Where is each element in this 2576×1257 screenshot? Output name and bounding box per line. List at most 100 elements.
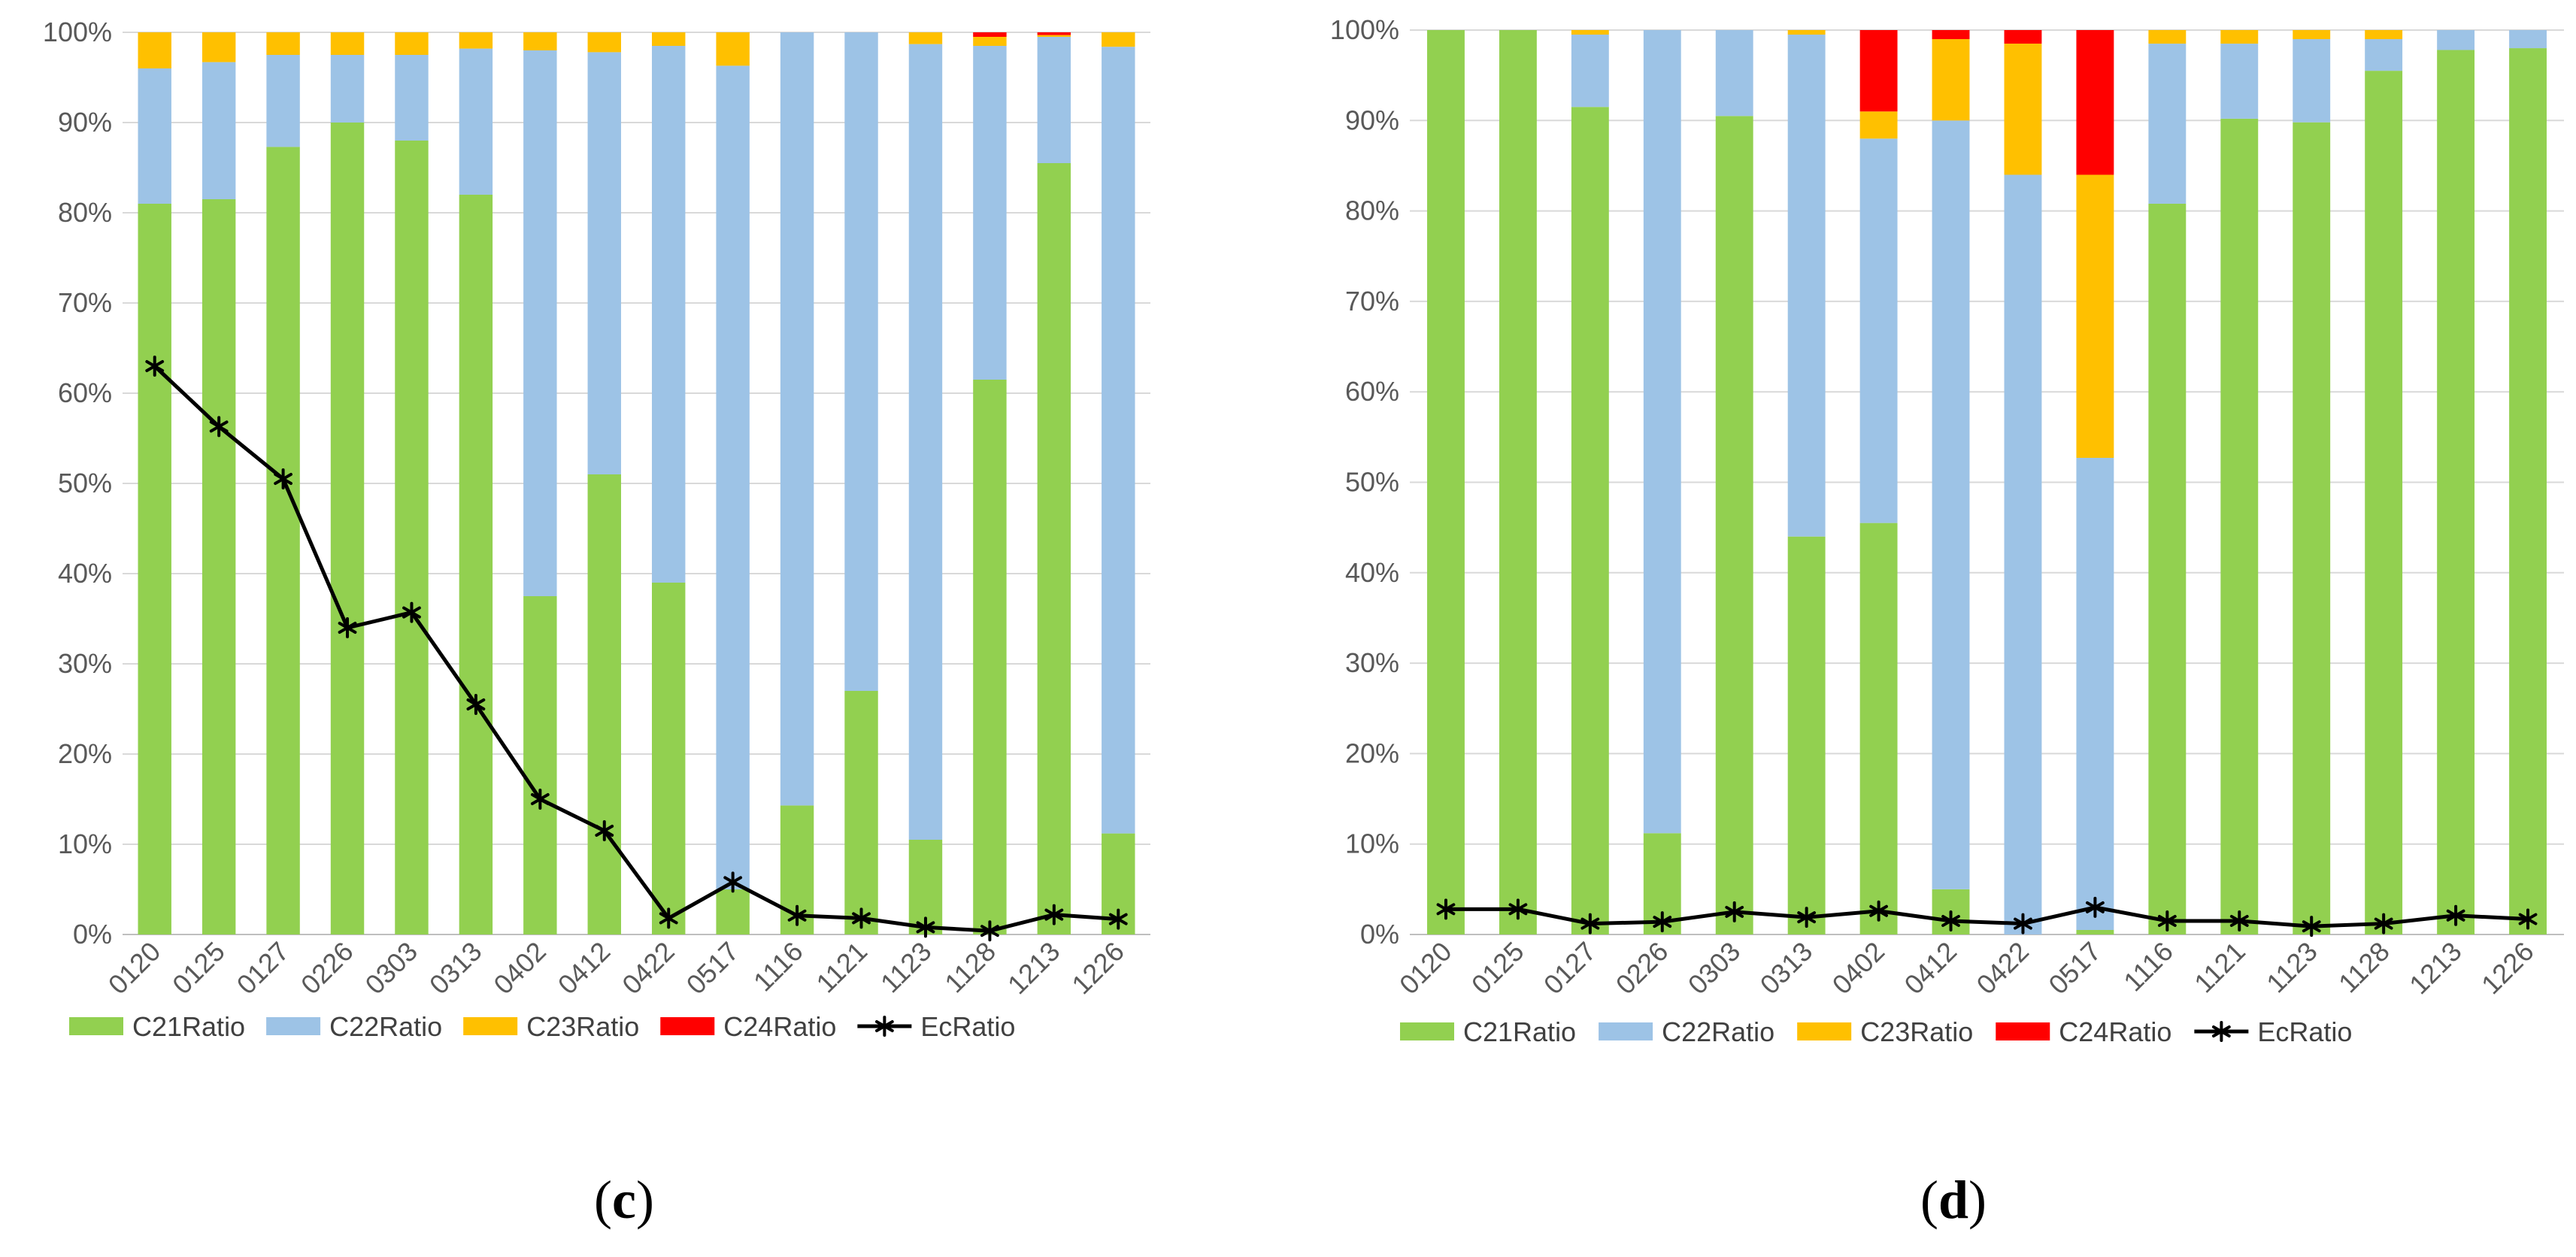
bar-segment-c21ratio [2365,71,2403,934]
x-tick-label: 0402 [487,936,552,1001]
ecratio-point [145,356,165,377]
x-tick-label: 1121 [2188,936,2251,999]
chart-d-bars [1427,30,2547,935]
y-tick-label: 70% [1345,286,1399,317]
bar-segment-c21ratio [459,195,493,934]
legend-label: C24Ratio [723,1011,836,1042]
y-tick-label: 90% [58,107,112,138]
legend-marker [874,1016,894,1037]
bar-segment-c24ratio [1932,30,1970,40]
bar-segment-c22ratio [2293,39,2331,123]
panel-label-d: (d) [1920,1170,1987,1230]
ecratio-point [402,601,421,623]
y-tick-label: 0% [1360,919,1399,950]
bar-segment-c23ratio [2004,44,2042,175]
bar-segment-c24ratio [2076,30,2114,175]
x-tick-label: 1123 [2260,936,2323,999]
x-tick-label: 1128 [2332,936,2396,999]
x-tick-label: 0303 [359,936,423,1001]
bar-segment-c23ratio [1037,35,1071,37]
bar-segment-c21ratio [2293,122,2331,934]
ecratio-point [1580,913,1600,934]
bar-segment-c21ratio [844,691,878,934]
x-tick-label: 0125 [1465,936,1530,1001]
ecratio-point [1869,900,1888,922]
legend-item-c22ratio: C22Ratio [1599,1016,1774,1047]
x-tick-label: 0402 [1826,936,1891,1001]
y-tick-label: 0% [73,919,112,950]
bar-segment-c21ratio [587,474,621,934]
bar-segment-c22ratio [395,55,429,141]
bar-segment-c22ratio [844,32,878,691]
bar-segment-c21ratio [652,583,686,934]
ecratio-point [659,907,678,929]
bar-segment-c21ratio [523,596,557,934]
bar-segment-c21ratio [2509,48,2547,934]
chart-d-line [1436,896,2538,937]
ecratio-line [1445,905,2529,928]
x-tick-label: 1226 [1065,936,1130,1001]
legend-swatch [463,1017,518,1035]
panel-label-d-letter: d [1938,1170,1968,1230]
x-tick-label: 1121 [810,936,873,999]
chart-c-bars [138,32,1135,934]
ecratio-point [2157,910,2177,931]
ecratio-point [1044,904,1064,925]
bar-segment-c22ratio [2148,44,2187,204]
bar-segment-c22ratio [2437,30,2475,50]
bar-segment-c24ratio [1859,30,1898,112]
y-tick-label: 30% [58,648,112,679]
x-tick-label: 0412 [552,936,617,1001]
ecratio-point [980,920,999,942]
chart-d-y-ticks: 0% 10% 20% 30% 40% 50% 60% 70% 80% 90% 100% [1330,14,1399,950]
bar-segment-c23ratio [973,37,1007,46]
ecratio-point [852,907,871,929]
bar-segment-c21ratio [1859,522,1898,934]
legend-label: C21Ratio [132,1011,245,1042]
x-tick-label: 1226 [2475,936,2540,1001]
chart-panel-c: 0% 10% 20% 30% 40% 50% 60% 70% 80% 90% 100% 0120 01… [43,17,1150,1230]
y-tick-label: 100% [43,17,112,47]
ecratio-point [1725,901,1744,922]
x-tick-label: 0226 [295,936,359,1001]
panel-label-c: (c) [594,1170,654,1230]
x-tick-label: 1116 [2117,936,2179,998]
bar-segment-c23ratio [330,32,365,55]
bar-segment-c21ratio [1715,116,1753,934]
y-tick-label: 60% [58,377,112,408]
legend-swatch [1797,1022,1852,1040]
ecratio-point [466,694,486,715]
panel-label-c-letter: c [612,1170,636,1230]
ecratio-point [787,904,807,926]
ecratio-point [2518,908,2538,930]
chart-c-line [145,356,1128,942]
ecratio-point [2374,913,2393,934]
bar-segment-c22ratio [716,65,750,889]
bar-segment-c22ratio [2220,44,2259,119]
legend-item-c21ratio: C21Ratio [69,1011,245,1042]
bar-segment-c23ratio [1787,30,1826,35]
bar-segment-c22ratio [1787,35,1826,537]
ecratio-point [2229,910,2249,931]
legend-swatch [69,1017,123,1035]
y-tick-label: 30% [1345,647,1399,678]
legend-label: C23Ratio [526,1011,639,1042]
ecratio-point [2302,916,2321,937]
ecratio-point [1108,908,1128,930]
bar-segment-c21ratio [2148,203,2187,934]
bar-segment-c21ratio [2076,929,2114,934]
ecratio-point [338,617,357,638]
x-tick-label: 0412 [1899,936,1963,1001]
ecratio-point [1797,907,1817,928]
ecratio-point [916,916,935,938]
x-tick-label: 0517 [2042,936,2107,1001]
panel-label-c-close: ) [636,1170,654,1230]
x-tick-label: 0313 [1754,936,1819,1001]
legend-item-c24ratio: C24Ratio [660,1011,836,1042]
bar-segment-c22ratio [973,46,1007,380]
ecratio-point [1941,910,1960,931]
bar-segment-c23ratio [2076,174,2114,459]
bar-segment-c22ratio [1102,47,1135,834]
legend-swatch [660,1017,715,1035]
